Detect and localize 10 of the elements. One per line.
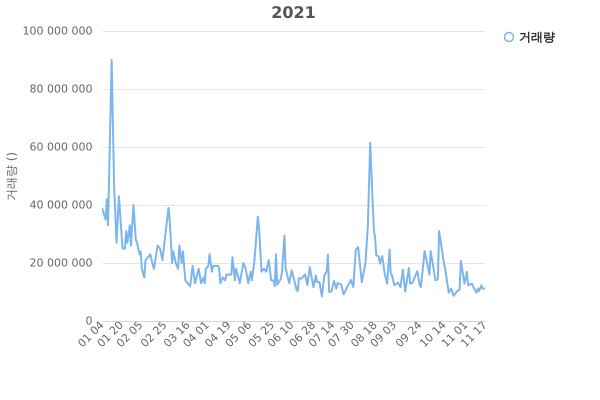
- y-tick-label: 0: [86, 314, 92, 328]
- y-axis-title: 거래량 (): [4, 152, 19, 202]
- y-tick-label: 20 000 000: [30, 256, 92, 270]
- chart-title: 2021: [271, 3, 316, 22]
- y-tick-label: 100 000 000: [22, 24, 92, 38]
- y-tick-label: 60 000 000: [30, 140, 92, 154]
- y-tick-label: 40 000 000: [30, 198, 92, 212]
- line-series: [102, 59, 485, 298]
- legend-label: 거래량: [519, 30, 555, 44]
- y-tick-label: 80 000 000: [30, 82, 92, 96]
